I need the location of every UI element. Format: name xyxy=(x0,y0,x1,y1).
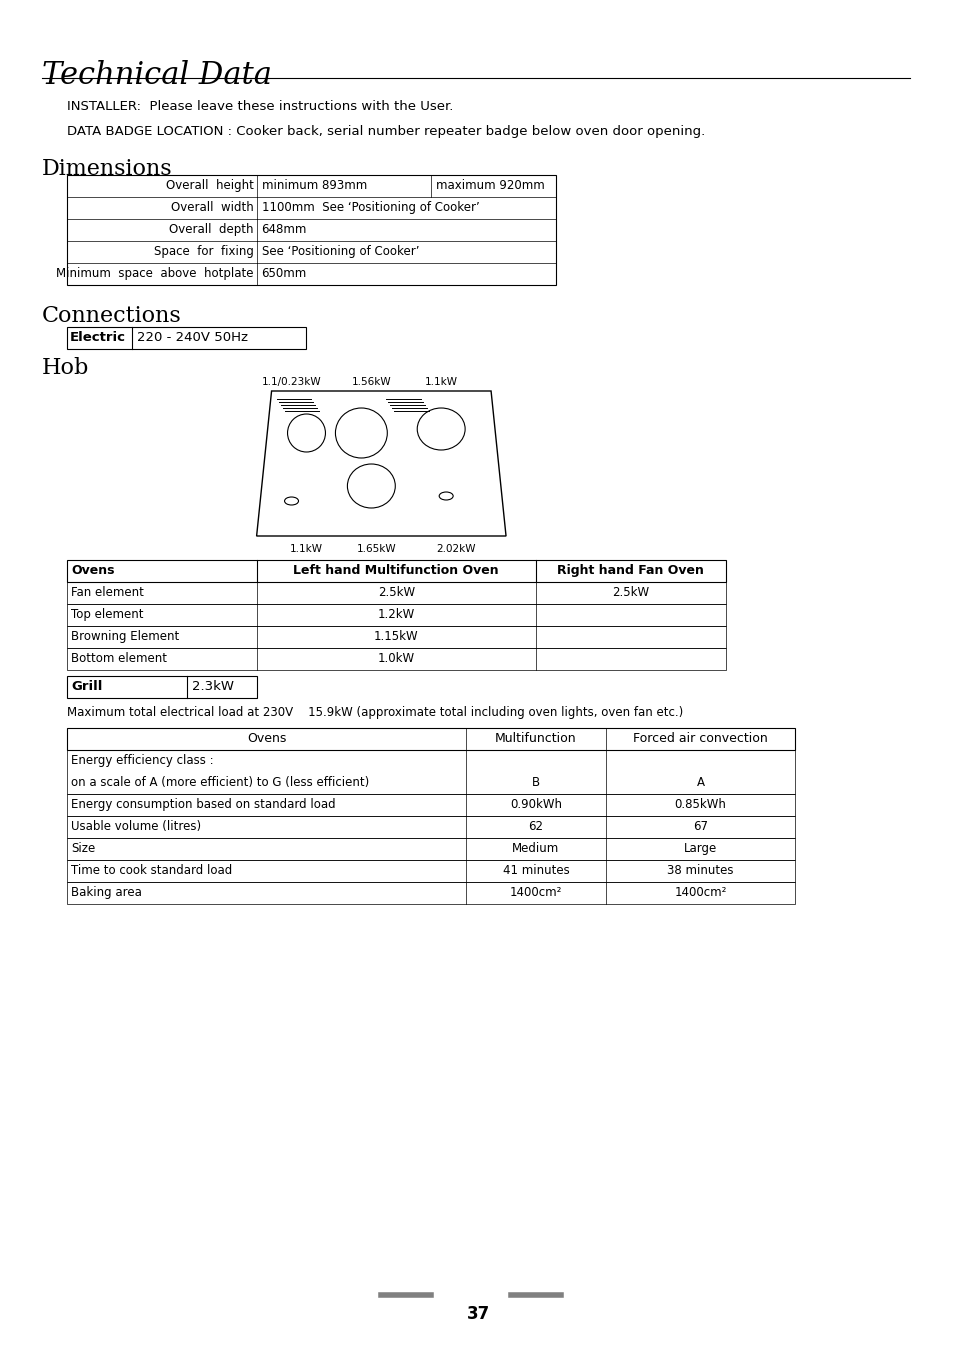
Bar xyxy=(67,327,306,349)
Text: Grill: Grill xyxy=(71,680,102,693)
Text: INSTALLER:  Please leave these instructions with the User.: INSTALLER: Please leave these instructio… xyxy=(67,100,453,113)
Text: Space  for  fixing: Space for fixing xyxy=(153,245,253,258)
Text: Usable volume (litres): Usable volume (litres) xyxy=(71,820,201,834)
Text: Overall  height: Overall height xyxy=(166,178,253,192)
Text: maximum 920mm: maximum 920mm xyxy=(436,178,544,192)
Text: Technical Data: Technical Data xyxy=(42,59,272,91)
Bar xyxy=(67,816,795,838)
Text: Connections: Connections xyxy=(42,305,182,327)
Text: 2.02kW: 2.02kW xyxy=(436,544,476,554)
Text: Minimum  space  above  hotplate: Minimum space above hotplate xyxy=(56,267,253,280)
Text: A: A xyxy=(696,775,704,789)
Text: Overall  width: Overall width xyxy=(171,201,253,213)
Text: Top element: Top element xyxy=(71,608,143,621)
Text: 1.1kW: 1.1kW xyxy=(290,544,323,554)
Text: Dimensions: Dimensions xyxy=(42,158,172,180)
Bar xyxy=(67,582,725,604)
Text: 1.1/0.23kW: 1.1/0.23kW xyxy=(261,377,321,386)
Text: 0.85kWh: 0.85kWh xyxy=(674,798,726,811)
Bar xyxy=(67,176,556,285)
Text: Hob: Hob xyxy=(42,357,90,380)
Text: Maximum total electrical load at 230V    15.9kW (approximate total including ove: Maximum total electrical load at 230V 15… xyxy=(67,707,682,719)
Text: 2.3kW: 2.3kW xyxy=(192,680,233,693)
Bar xyxy=(67,838,795,861)
Text: Overall  depth: Overall depth xyxy=(169,223,253,236)
Text: Fan element: Fan element xyxy=(71,586,144,598)
Text: B: B xyxy=(532,775,539,789)
Text: 1.2kW: 1.2kW xyxy=(377,608,415,621)
Text: 1400cm²: 1400cm² xyxy=(674,886,726,898)
Text: 62: 62 xyxy=(528,820,543,834)
Bar xyxy=(67,882,795,904)
Bar xyxy=(67,794,795,816)
Text: Browning Element: Browning Element xyxy=(71,630,179,643)
Text: 1.56kW: 1.56kW xyxy=(351,377,391,386)
Text: 1.15kW: 1.15kW xyxy=(374,630,418,643)
Text: Forced air convection: Forced air convection xyxy=(633,732,767,744)
Text: See ‘Positioning of Cooker’: See ‘Positioning of Cooker’ xyxy=(261,245,418,258)
Bar xyxy=(67,728,795,750)
Text: Energy consumption based on standard load: Energy consumption based on standard loa… xyxy=(71,798,335,811)
Text: Left hand Multifunction Oven: Left hand Multifunction Oven xyxy=(294,563,498,577)
Text: 37: 37 xyxy=(466,1305,489,1323)
Text: 67: 67 xyxy=(693,820,707,834)
Text: Ovens: Ovens xyxy=(71,563,114,577)
Text: 0.90kWh: 0.90kWh xyxy=(510,798,561,811)
Text: Electric: Electric xyxy=(70,331,126,345)
Text: Bottom element: Bottom element xyxy=(71,653,167,665)
Bar xyxy=(67,648,725,670)
Bar xyxy=(67,750,795,794)
Text: 1400cm²: 1400cm² xyxy=(509,886,561,898)
Text: 1.65kW: 1.65kW xyxy=(356,544,395,554)
Text: Energy efficiency class :: Energy efficiency class : xyxy=(71,754,213,767)
Text: Size: Size xyxy=(71,842,95,855)
Text: minimum 893mm: minimum 893mm xyxy=(261,178,367,192)
Text: Time to cook standard load: Time to cook standard load xyxy=(71,865,232,877)
Bar xyxy=(67,561,725,582)
Bar xyxy=(67,676,256,698)
Text: 38 minutes: 38 minutes xyxy=(667,865,733,877)
Bar xyxy=(67,604,725,626)
Text: 41 minutes: 41 minutes xyxy=(502,865,569,877)
Text: Multifunction: Multifunction xyxy=(495,732,577,744)
Text: DATA BADGE LOCATION : Cooker back, serial number repeater badge below oven door : DATA BADGE LOCATION : Cooker back, seria… xyxy=(67,126,704,138)
Bar xyxy=(67,861,795,882)
Text: Ovens: Ovens xyxy=(247,732,286,744)
Text: 220 - 240V 50Hz: 220 - 240V 50Hz xyxy=(136,331,248,345)
Text: Large: Large xyxy=(683,842,717,855)
Text: 2.5kW: 2.5kW xyxy=(612,586,649,598)
Bar xyxy=(67,626,725,648)
Text: on a scale of A (more efficient) to G (less efficient): on a scale of A (more efficient) to G (l… xyxy=(71,775,369,789)
Text: Medium: Medium xyxy=(512,842,559,855)
Text: 1.1kW: 1.1kW xyxy=(424,377,457,386)
Text: 1100mm  See ‘Positioning of Cooker’: 1100mm See ‘Positioning of Cooker’ xyxy=(261,201,478,213)
Text: 648mm: 648mm xyxy=(261,223,307,236)
Text: Baking area: Baking area xyxy=(71,886,142,898)
Text: 2.5kW: 2.5kW xyxy=(377,586,415,598)
Text: 1.0kW: 1.0kW xyxy=(377,653,415,665)
Text: 650mm: 650mm xyxy=(261,267,307,280)
Text: Right hand Fan Oven: Right hand Fan Oven xyxy=(557,563,703,577)
